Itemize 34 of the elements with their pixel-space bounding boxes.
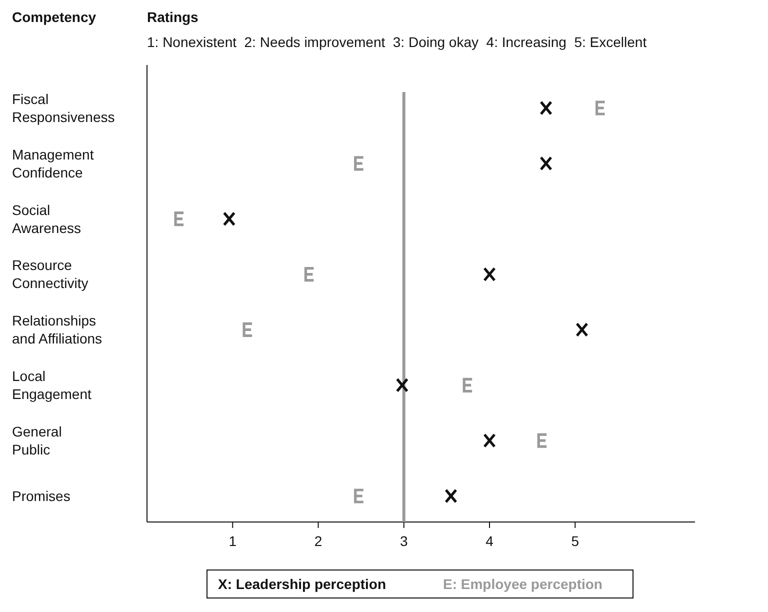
point <box>242 322 254 338</box>
x-tick-label: 3 <box>400 533 408 549</box>
x-tick-label: 5 <box>571 533 580 549</box>
y-tick-label: Social Awareness <box>12 202 82 236</box>
point <box>396 378 408 392</box>
text: X: Leadership perception <box>218 576 386 592</box>
chart-title: Ratings <box>147 9 199 25</box>
x-tick-label: 1 <box>228 533 237 549</box>
y-tick-label: Promises <box>12 488 70 504</box>
chart-subtitle: 1: Nonexistent 2: Needs improvement 3: Doing okay 4: Increasing 5: Excellent <box>147 34 647 50</box>
x-tick-label: 4 <box>486 533 494 549</box>
point <box>304 266 315 282</box>
point <box>444 488 458 504</box>
point <box>483 266 496 282</box>
y-tick-label: Local Engagement <box>12 368 92 402</box>
y-tick-label: Resource Connectivity <box>12 257 88 292</box>
point <box>354 156 365 171</box>
y-tick-label: Management Confidence <box>12 146 94 180</box>
point <box>540 156 552 171</box>
point <box>222 212 236 226</box>
y-axis-title: Competency <box>12 9 96 25</box>
point <box>576 322 588 338</box>
x-tick-label: 2 <box>314 533 322 549</box>
point <box>462 378 474 392</box>
point <box>174 212 185 226</box>
y-tick-label: General Public <box>12 423 62 458</box>
point <box>540 100 552 116</box>
point <box>596 100 606 116</box>
y-tick-label: Fiscal Responsiveness <box>12 90 115 125</box>
y-tick-label: Relationships and Affiliations <box>12 312 102 347</box>
point <box>483 433 496 448</box>
point <box>537 433 548 448</box>
text: E: Employee perception <box>443 576 602 592</box>
point <box>354 488 365 504</box>
